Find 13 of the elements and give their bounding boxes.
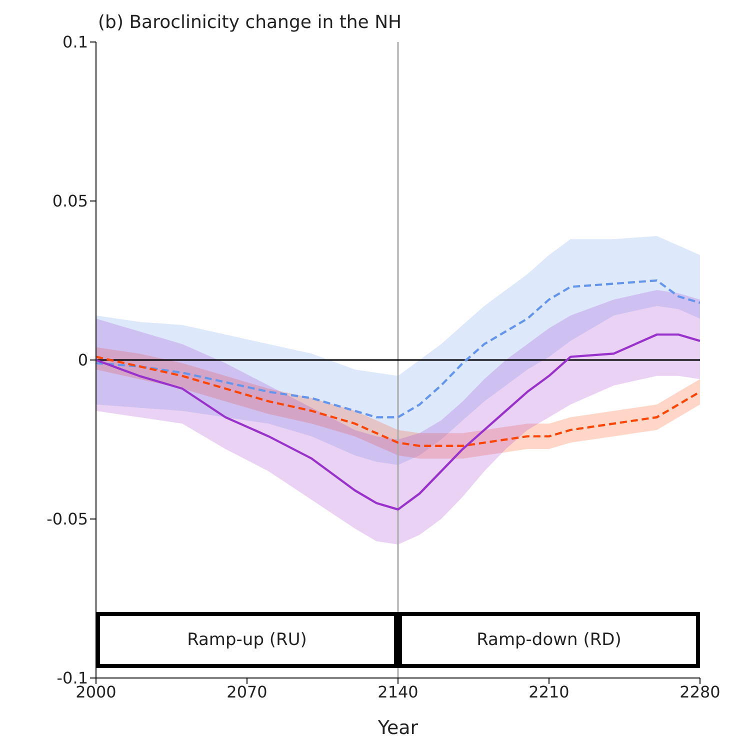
y-tick-label: -0.05 — [46, 510, 88, 529]
phase-box: Ramp-down (RD) — [398, 612, 700, 668]
x-tick-label: 2210 — [528, 682, 570, 702]
x-tick-label: 2070 — [226, 682, 268, 702]
x-tick-label: 2140 — [378, 682, 418, 702]
y-tick-label: 0 — [78, 350, 88, 370]
chart-title: (b) Baroclinicity change in the NH — [98, 12, 402, 33]
x-tick-label: 2000 — [76, 682, 116, 702]
x-axis-title: Year — [376, 717, 418, 739]
y-tick-label: 0.1 — [62, 32, 88, 52]
phase-box: Ramp-up (RU) — [96, 612, 398, 668]
y-tick-label: 0.05 — [52, 192, 88, 211]
x-tick-label: 2280 — [680, 682, 720, 702]
